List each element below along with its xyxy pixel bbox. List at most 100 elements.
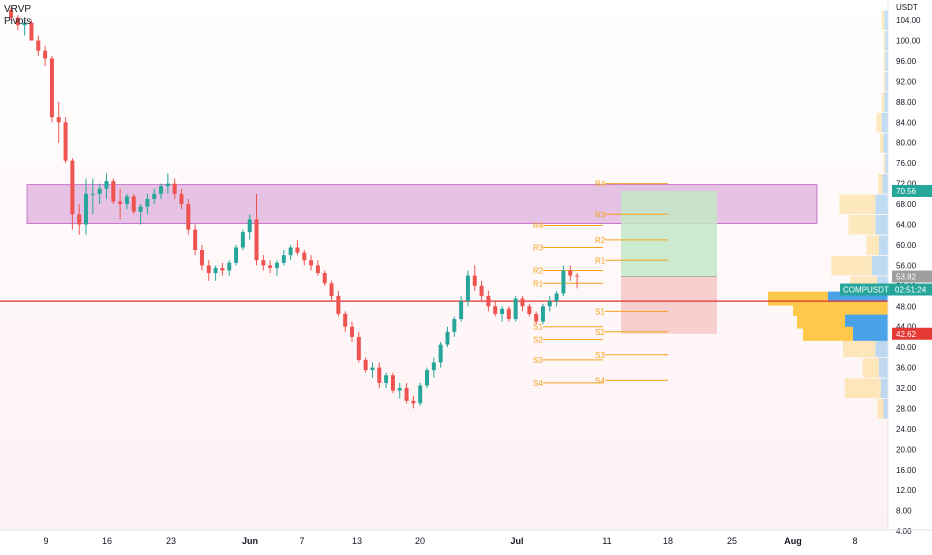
pivot-label-right-r2: R2 — [595, 236, 606, 245]
price-tick-label: 64.00 — [896, 221, 917, 230]
candle-body — [527, 306, 532, 314]
time-tick-label: 16 — [102, 536, 112, 546]
candle-body — [90, 193, 95, 195]
candle-body — [343, 313, 348, 327]
vp-up-bar — [881, 112, 888, 133]
candle-body — [268, 265, 273, 268]
vp-down-bar — [881, 10, 885, 31]
indicator-pivots-label[interactable]: Pivots — [4, 16, 32, 27]
candle-body — [138, 206, 143, 212]
candle-body — [336, 296, 341, 314]
vp-session-up-bar — [853, 326, 888, 341]
price-tick-label: 20.00 — [896, 445, 917, 454]
candle-body — [438, 344, 443, 363]
price-tick-label: 28.00 — [896, 404, 917, 413]
vp-down-bar — [862, 358, 879, 378]
symbol-tag-bg — [840, 283, 932, 296]
price-tick-label: 8.00 — [896, 507, 912, 516]
candle-body — [418, 385, 423, 404]
candle-body — [554, 293, 559, 302]
vp-down-bar — [879, 133, 884, 153]
candle-body — [425, 370, 430, 386]
pivot-label-left-s2: S2 — [533, 335, 543, 344]
price-tick-label: 76.00 — [896, 159, 917, 168]
pivot-label-left-r3: R3 — [533, 243, 544, 252]
vp-up-bar — [875, 215, 888, 235]
vp-down-bar — [883, 31, 886, 51]
candle-body — [356, 336, 361, 360]
vp-down-bar — [878, 174, 883, 194]
pivot-label-left-s3: S3 — [533, 356, 543, 365]
time-tick-label: 13 — [352, 536, 362, 546]
candle-body — [397, 388, 402, 391]
price-tick-label: 12.00 — [896, 486, 917, 495]
vp-down-bar — [876, 112, 882, 133]
price-tick-label: 92.00 — [896, 77, 917, 86]
candle-body — [124, 196, 129, 205]
candle-body — [172, 183, 177, 194]
time-tick-label: 8 — [852, 536, 857, 546]
price-tick-label: 36.00 — [896, 364, 917, 373]
candle-body — [288, 247, 293, 256]
candle-body — [49, 58, 54, 118]
candle-body — [384, 375, 389, 383]
pivot-label-right-s1: S1 — [595, 307, 605, 316]
candle-body — [479, 285, 484, 297]
price-tick-label: 104.00 — [896, 16, 921, 25]
vp-up-bar — [882, 174, 888, 194]
vp-down-bar — [883, 153, 886, 174]
price-tick-label: 84.00 — [896, 118, 917, 127]
price-tick-label: 72.00 — [896, 180, 917, 189]
candle-body — [213, 267, 218, 274]
candle-body — [575, 275, 580, 277]
long-stop-zone — [621, 276, 717, 334]
candle-body — [261, 260, 266, 266]
candle-body — [281, 255, 286, 263]
vp-up-bar — [884, 92, 888, 112]
price-tick-label: 100.00 — [896, 37, 921, 46]
price-tick-label: 80.00 — [896, 139, 917, 148]
vp-up-bar — [883, 398, 888, 419]
price-tick-label: 88.00 — [896, 98, 917, 107]
candle-body — [186, 204, 191, 230]
candle-body — [247, 219, 252, 233]
entry-price-tag-bg — [892, 270, 932, 283]
vp-up-bar — [883, 133, 888, 153]
price-tick-label: 56.00 — [896, 261, 917, 270]
candle-body — [329, 283, 334, 297]
plot-background — [0, 0, 888, 530]
time-tick-label: 25 — [727, 536, 737, 546]
candle-body — [199, 250, 204, 266]
vp-up-bar — [879, 235, 888, 255]
indicator-vrvp-label[interactable]: VRVP — [4, 4, 32, 15]
candle-body — [111, 181, 116, 202]
pivot-label-right-s4: S4 — [595, 376, 605, 385]
candle-body — [165, 183, 170, 187]
candle-body — [36, 40, 41, 51]
candle-body — [77, 214, 82, 225]
candle-body — [370, 367, 375, 371]
vp-up-bar — [875, 194, 888, 215]
candle-body — [63, 122, 68, 161]
vp-up-bar — [885, 31, 888, 51]
time-tick-label: Jun — [242, 536, 258, 546]
candle-body — [84, 193, 89, 225]
vp-down-bar — [883, 71, 886, 92]
candle-body — [70, 160, 75, 215]
vp-down-bar — [844, 378, 881, 399]
price-tick-label: 96.00 — [896, 57, 917, 66]
candle-body — [540, 306, 545, 322]
candle-body — [452, 319, 457, 332]
candle-body — [472, 275, 477, 286]
candle-body — [145, 198, 150, 207]
vp-down-bar — [831, 255, 872, 276]
stop-price-tag: 42.62 — [896, 330, 917, 339]
vp-down-bar — [866, 235, 879, 255]
candle-body — [500, 308, 505, 314]
candle-body — [350, 326, 354, 337]
time-tick-label: 18 — [663, 536, 673, 546]
vp-up-bar — [879, 358, 888, 378]
vp-down-bar — [848, 215, 876, 235]
